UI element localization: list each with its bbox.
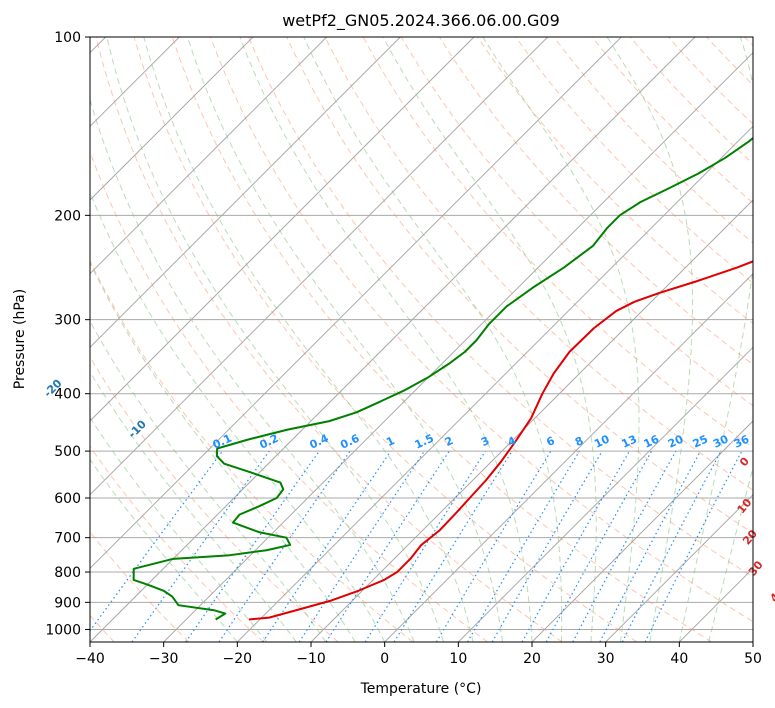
isotherm-line — [90, 37, 401, 349]
dry-adiabat-line — [90, 259, 414, 642]
moist-adiabat-line — [382, 37, 597, 642]
y-tick-label: 100 — [54, 30, 81, 46]
y-tick-label: 200 — [54, 208, 81, 224]
dry-adiabat-line — [400, 37, 753, 407]
profile-lines — [132, 136, 753, 621]
axes: −40 −30 −20 −10 0 10 20 30 40 50 100 200 300 400 500 60… — [45, 30, 762, 667]
mixing-ratio-label: 16 — [642, 432, 662, 450]
moist-adiabat-label: 40 — [768, 584, 775, 604]
x-tick-label: 0 — [380, 651, 389, 667]
mixing-ratio-label: 10 — [592, 432, 612, 450]
isotherm-line — [163, 51, 753, 642]
mixing-ratio-line — [491, 450, 603, 642]
mixing-ratio-line — [364, 450, 486, 642]
y-tick-label: 300 — [54, 313, 81, 329]
moist-adiabat-line — [90, 320, 327, 642]
mixing-ratio-line — [298, 450, 425, 642]
dry-adiabat-line — [477, 37, 753, 325]
y-tick-label: 900 — [54, 595, 81, 611]
moist-adiabat-line — [90, 458, 238, 642]
x-tick-label: 20 — [523, 651, 541, 667]
isotherm-line — [90, 37, 622, 570]
moist-adiabat-line — [90, 371, 297, 642]
y-axis-label: Pressure (hPa) — [12, 289, 28, 389]
moist-adiabat-line — [106, 37, 445, 642]
moist-adiabat-line — [606, 37, 694, 642]
isotherm-line — [90, 37, 475, 422]
dry-adiabat-line — [515, 37, 753, 284]
y-tick-label: 800 — [54, 565, 81, 581]
dry-adiabat-line — [629, 37, 753, 165]
background-lines — [90, 37, 753, 642]
x-tick-label: −30 — [149, 651, 179, 667]
moist-adiabat-line — [187, 37, 504, 642]
plot-background — [90, 37, 753, 642]
isotherm-line — [531, 420, 753, 642]
mixing-ratio-line — [466, 450, 580, 642]
moist-adiabat-line — [239, 37, 533, 642]
dry-adiabat-line — [210, 37, 753, 623]
mixing-ratio-label: 25 — [691, 433, 710, 451]
isotherm-line — [752, 641, 753, 642]
mixing-ratio-line — [393, 450, 513, 642]
isotherm-line — [90, 37, 696, 642]
x-tick-label: −40 — [75, 651, 105, 667]
dry-adiabat-line — [133, 37, 638, 642]
x-tick-label: 50 — [744, 651, 762, 667]
mixing-ratio-line — [131, 450, 270, 642]
isotherm-line — [90, 37, 254, 201]
moist-adiabat-line — [143, 37, 474, 642]
mixing-ratio-line — [90, 450, 223, 632]
isotherm-line — [384, 272, 753, 642]
moist-adiabat-line — [708, 465, 753, 642]
mixing-ratio-label: 13 — [620, 433, 639, 451]
x-tick-label: 40 — [670, 651, 688, 667]
mixing-ratio-line — [185, 450, 320, 642]
dry-adiabat-line — [591, 37, 753, 204]
y-tick-label: 500 — [54, 444, 81, 460]
mixing-ratio-line — [521, 450, 631, 642]
dry-adiabat-line — [248, 37, 753, 578]
isotherm-line — [90, 37, 549, 496]
y-tick-label: 1000 — [45, 622, 81, 638]
mixing-ratio-line — [435, 450, 552, 642]
x-tick-label: −20 — [223, 651, 253, 667]
dry-adiabat-line — [171, 37, 712, 642]
dry-adiabat-line — [95, 37, 563, 642]
y-tick-label: 600 — [54, 491, 81, 507]
dry-adiabat-line — [324, 37, 753, 491]
moist-adiabat-line — [482, 37, 640, 642]
moist-adiabat-line — [303, 37, 563, 642]
x-axis-label: Temperature (°C) — [360, 681, 482, 697]
x-tick-label: −10 — [296, 651, 326, 667]
dry-adiabat-line — [90, 445, 264, 642]
isotherm-line — [605, 493, 753, 642]
moist-adiabat-line — [90, 97, 415, 642]
mixing-ratio-line — [572, 450, 677, 642]
isotherm-line — [236, 125, 753, 642]
isotherm-line — [310, 199, 753, 642]
y-tick-label: 400 — [54, 387, 81, 403]
mixing-ratio-line — [325, 450, 450, 642]
moist-adiabat-line — [678, 37, 753, 642]
dry-adiabat-line — [362, 37, 753, 449]
isotherm-line — [90, 37, 328, 275]
moist-adiabat-line — [90, 416, 268, 642]
y-tick-label: 700 — [54, 531, 81, 547]
isotherm-line — [457, 346, 753, 642]
temperature-profile — [248, 260, 753, 621]
plot-frame — [89, 36, 754, 643]
x-tick-label: 10 — [449, 651, 467, 667]
mixing-ratio-label: 30 — [711, 432, 731, 450]
dewpoint-profile — [132, 136, 753, 621]
mixing-ratio-label: 20 — [666, 432, 686, 450]
mixing-ratio-label: 36 — [732, 432, 752, 450]
moist-adiabat-line — [90, 261, 356, 642]
chart-title: wetPf2_GN05.2024.366.06.00.G09 — [282, 11, 560, 31]
x-tick-label: 30 — [597, 651, 615, 667]
mixing-ratio-line — [545, 450, 653, 642]
